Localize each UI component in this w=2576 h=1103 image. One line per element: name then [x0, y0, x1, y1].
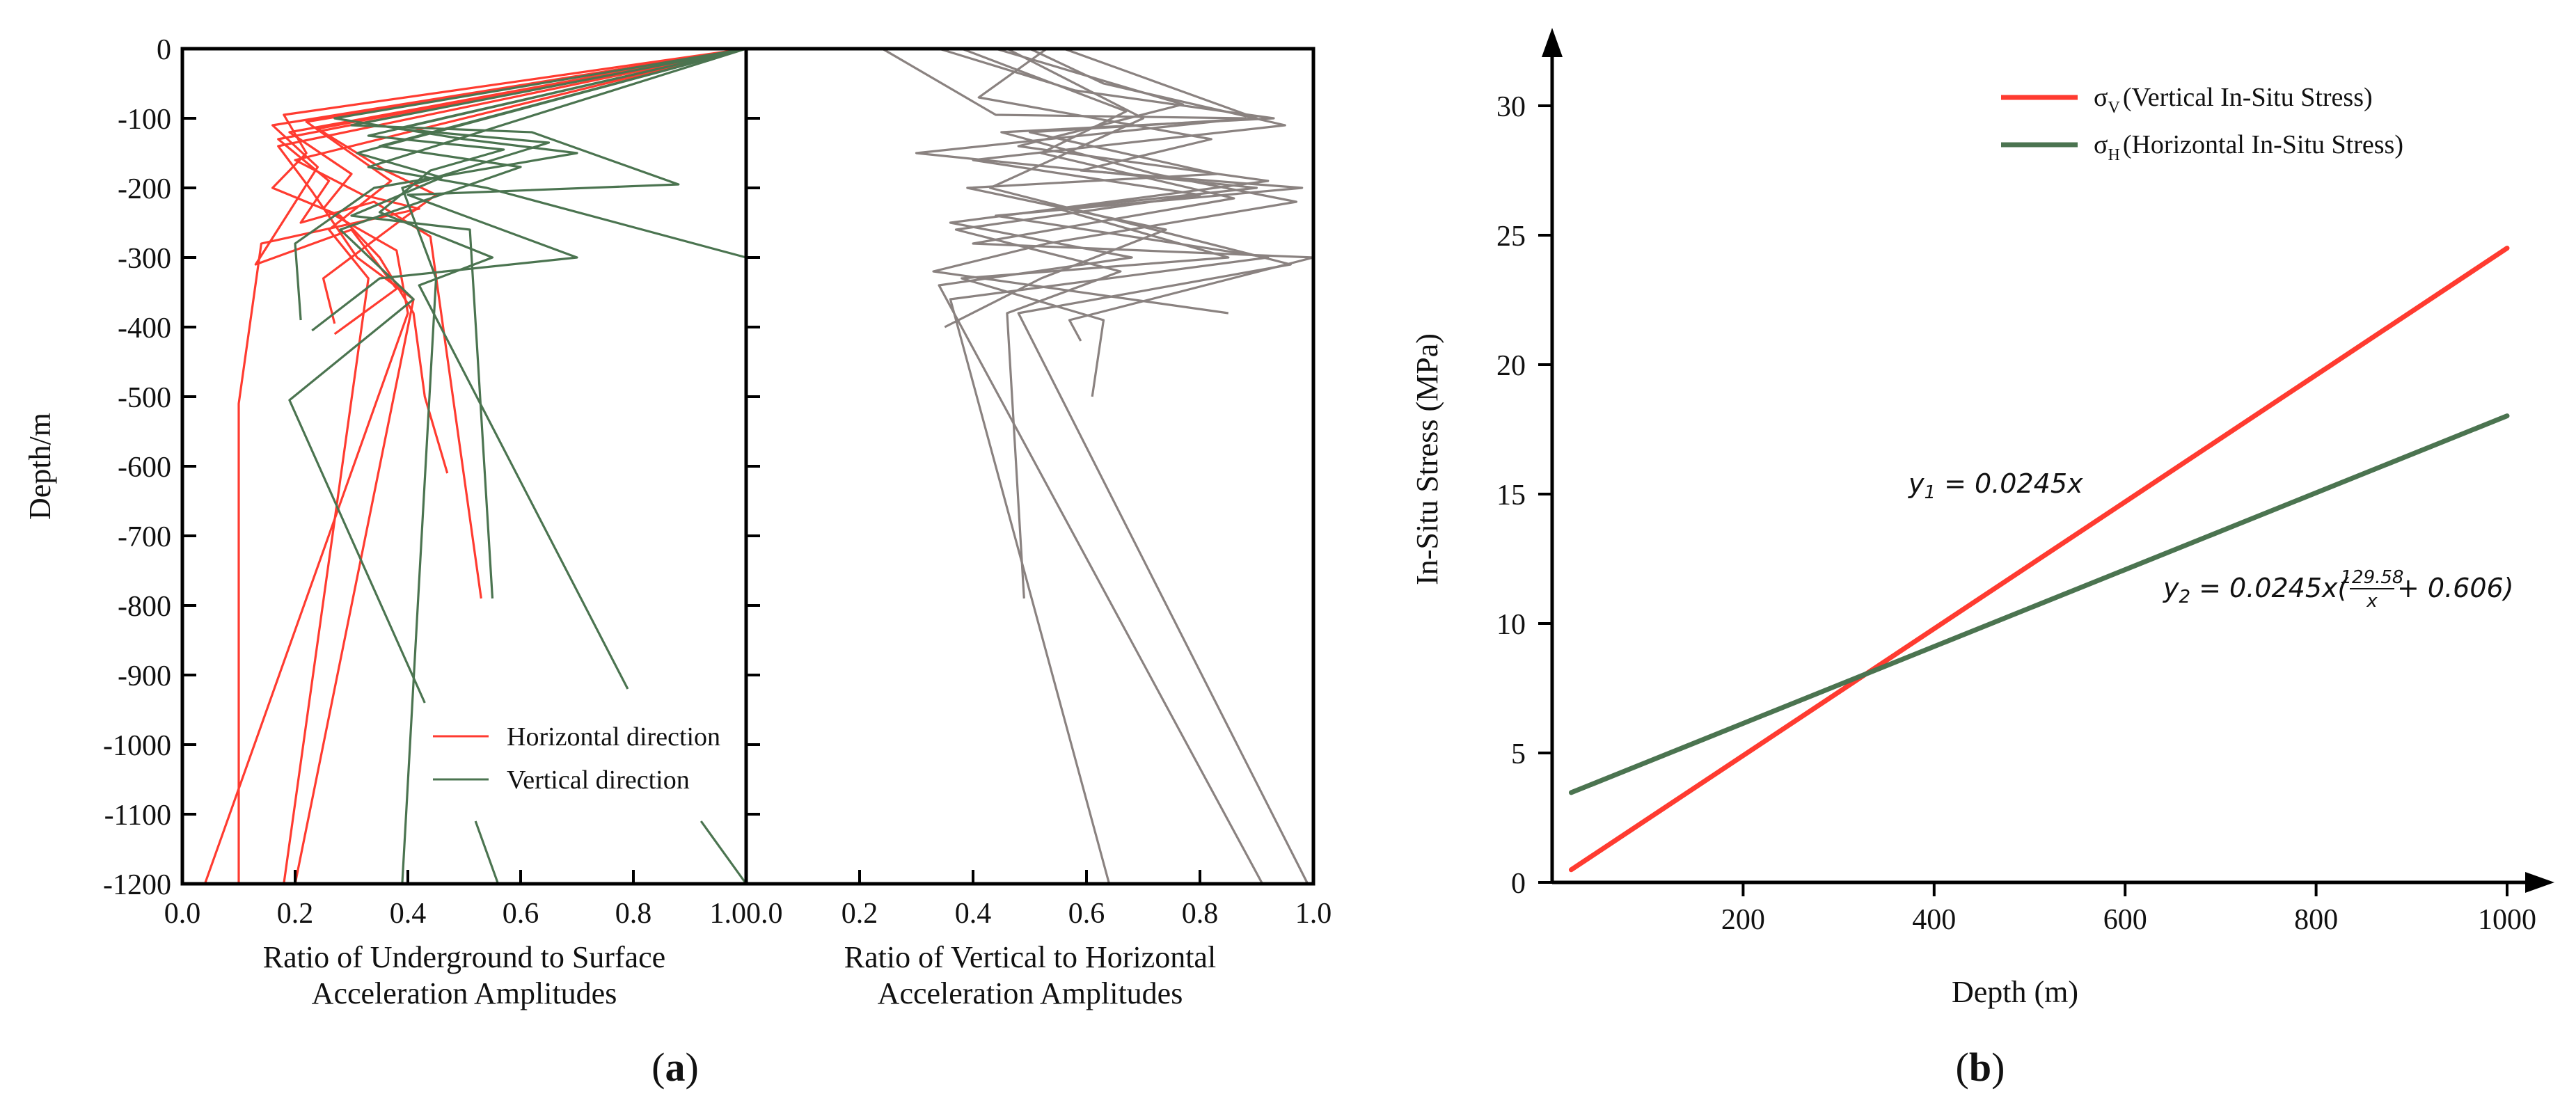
x-tick-label: 1000	[2478, 904, 2536, 936]
y-tick-label: 10	[1496, 609, 1526, 641]
horizontal-direction-line-6	[283, 47, 747, 884]
panel-b-y-axis-title: In-Situ Stress (MPa)	[1410, 333, 1444, 585]
x-tick-label: 0.8	[1182, 898, 1219, 930]
vertical-direction-line-8	[474, 820, 500, 884]
y-tick-label: -1200	[103, 869, 171, 901]
panel-b: 0 5 10 15 20 25 30 200 400 600 800 1000 In-Situ St…	[1410, 28, 2554, 1009]
legend-label-horizontal: Horizontal direction	[507, 722, 720, 752]
vertical-direction-line-6	[395, 47, 747, 884]
x-tick-label: 0.4	[955, 898, 992, 930]
equation-y2-lead: y2 = 0.0245x(	[2163, 573, 2349, 608]
v-h-ratio-line-4	[954, 47, 1286, 599]
equation-y1: y1 = 0.0245x	[1908, 468, 2083, 503]
horizontal-direction-line-7	[277, 47, 747, 884]
vertical-direction-line-1	[294, 47, 747, 321]
panel-a-right-x-axis-title-line2: Acceleration Amplitudes	[878, 976, 1183, 1010]
panel-b-y-axis: 0 5 10 15 20 25 30	[1496, 91, 1552, 900]
y-tick-label: -1100	[104, 800, 171, 832]
y-tick-label: 20	[1496, 350, 1526, 382]
equation-y2-tail: + 0.606)	[2397, 573, 2514, 603]
x-tick-label: 0.4	[390, 898, 427, 930]
y-tick-label: 5	[1511, 738, 1526, 770]
x-tick-label: 0.2	[841, 898, 878, 930]
legend-label-vertical: Vertical direction	[507, 765, 690, 795]
x-tick-label: 0.0	[164, 898, 201, 930]
panel-b-legend: σV (Vertical In-Situ Stress) σH (Horizonta…	[2001, 83, 2403, 164]
panel-a-left-frame	[180, 47, 748, 886]
horizontal-direction-line-3	[277, 47, 747, 599]
x-tick-label: 400	[1912, 904, 1956, 936]
y-tick-label: -400	[118, 312, 171, 344]
y-tick-label: 25	[1496, 221, 1526, 253]
v-h-ratio-line-8	[944, 47, 1258, 328]
x-tick-label: 1.0	[710, 898, 747, 930]
sigma-h-line	[1568, 413, 2510, 795]
panel-b-plot-area	[1568, 246, 2510, 873]
vertical-direction-line-3	[367, 47, 747, 690]
panel-a-right: 0.0 0.2 0.4 0.6 0.8 1.0 Ratio of Vertical to …	[744, 47, 1332, 1010]
panel-a-legend: Horizontal direction Vertical direction	[433, 722, 720, 795]
vertical-direction-line-2	[311, 47, 747, 332]
panel-a-left-x-axis: 0.0 0.2 0.4 0.6 0.8 1.0	[164, 870, 748, 930]
panel-a-right-x-axis: 0.0 0.2 0.4 0.6 0.8 1.0	[745, 870, 1332, 930]
v-h-ratio-line-6	[961, 47, 1315, 342]
x-tick-label: 600	[2103, 904, 2147, 936]
equation-y2-numerator: 129.58	[2341, 567, 2404, 588]
panel-a-right-frame	[744, 47, 1315, 886]
y-tick-label: -100	[118, 104, 171, 136]
legend-label-sigma-v: σV (Vertical In-Situ Stress)	[2094, 83, 2373, 117]
v-h-ratio-line-5	[949, 47, 1304, 884]
vertical-direction-line-5	[350, 47, 747, 599]
horizontal-direction-line-2	[254, 47, 747, 335]
x-tick-label: 800	[2294, 904, 2338, 936]
y-tick-label: 30	[1496, 91, 1526, 123]
y-tick-label: -900	[118, 660, 171, 692]
y-tick-label: 15	[1496, 479, 1526, 511]
y-tick-label: -500	[118, 382, 171, 414]
v-h-ratio-line-2	[932, 47, 1298, 315]
panel-a-right-x-axis-title-line1: Ratio of Vertical to Horizontal	[844, 940, 1216, 974]
panel-a-right-y-tick-marks	[746, 47, 760, 885]
equation-y2-denominator: x	[2366, 591, 2378, 612]
y-tick-label: 0	[157, 34, 171, 66]
panel-b-y-axis-arrow	[1542, 28, 1563, 57]
panel-a-left-x-axis-title-line1: Ratio of Underground to Surface	[263, 940, 665, 974]
panel-b-x-axis-title: Depth (m)	[1952, 975, 2078, 1009]
y-tick-label: -800	[118, 591, 171, 623]
panel-a-left: 0 -100 -200 -300 -400 -500 -600 -700 -800 -900 -10…	[23, 34, 748, 1010]
panel-a-y-axis-title: Depth/m	[23, 413, 57, 520]
sigma-v-line	[1568, 246, 2510, 873]
x-tick-label: 0.0	[746, 898, 783, 930]
horizontal-direction-line-1	[271, 47, 747, 474]
y-tick-label: -700	[118, 521, 171, 553]
y-tick-label: -200	[118, 173, 171, 205]
y-tick-label: -300	[118, 243, 171, 275]
panel-a-left-x-axis-title-line2: Acceleration Amplitudes	[312, 976, 617, 1010]
equation-y2: y2 = 0.0245x( 129.58 x + 0.606)	[2163, 567, 2514, 612]
v-h-ratio-line-7	[988, 47, 1309, 884]
panel-a-left-plot-area	[203, 47, 748, 884]
vertical-direction-line-7	[367, 47, 747, 259]
y-tick-label: -600	[118, 452, 171, 484]
x-tick-label: 200	[1721, 904, 1765, 936]
panel-label-b: (b)	[1956, 1045, 2005, 1090]
legend-label-sigma-h: σH (Horizontal In-Situ Stress)	[2094, 130, 2403, 164]
x-tick-label: 0.6	[1068, 898, 1105, 930]
v-h-ratio-line-1	[881, 47, 1258, 397]
vertical-direction-line-9	[700, 820, 748, 884]
panel-b-x-axis: 200 400 600 800 1000	[1721, 882, 2536, 936]
panel-b-x-axis-arrow	[2525, 872, 2554, 893]
v-h-ratio-line-3	[938, 47, 1270, 884]
x-tick-label: 1.0	[1295, 898, 1332, 930]
x-tick-label: 0.6	[503, 898, 539, 930]
y-tick-label: 0	[1511, 868, 1526, 900]
x-tick-label: 0.2	[277, 898, 314, 930]
y-tick-label: -1000	[103, 730, 171, 762]
panel-a-left-y-axis: 0 -100 -200 -300 -400 -500 -600 -700 -800 -900 -10…	[103, 34, 196, 901]
panel-label-a: (a)	[651, 1045, 699, 1090]
panel-a-right-plot-area	[881, 47, 1315, 884]
x-tick-label: 0.8	[615, 898, 652, 930]
horizontal-direction-line-4	[237, 47, 747, 884]
